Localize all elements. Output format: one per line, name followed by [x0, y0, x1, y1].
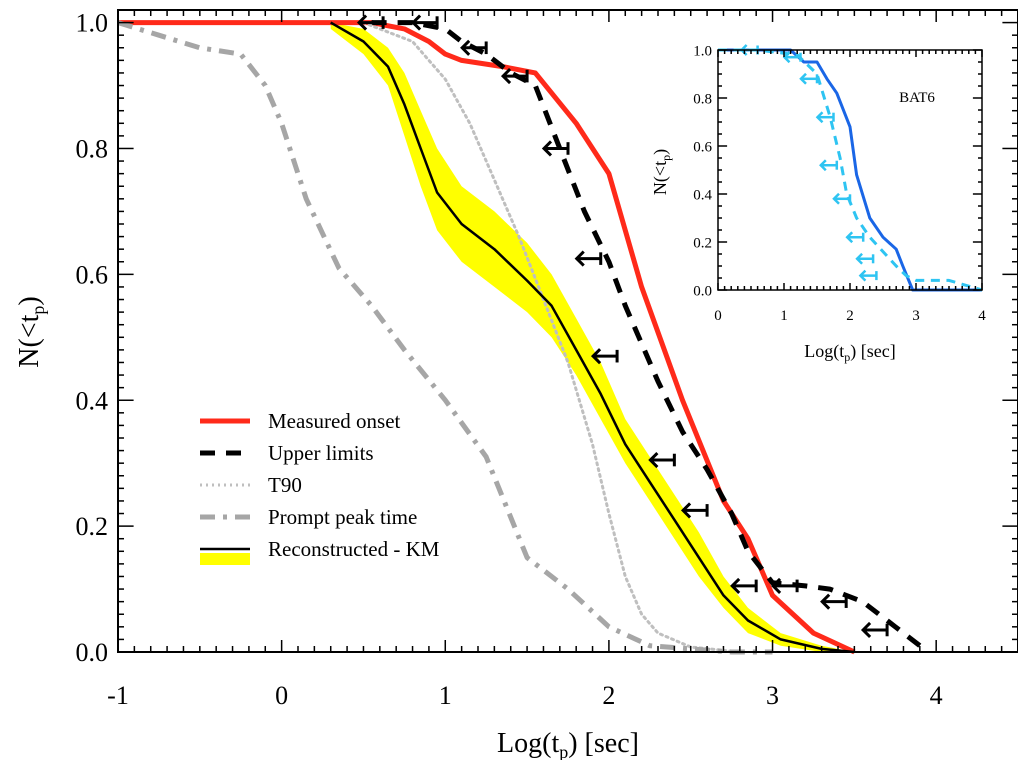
inset-series-1-line — [718, 48, 983, 292]
main-y-tick-label: 1.0 — [76, 9, 109, 38]
inset-x-axis-label: Log(tp) [sec] — [804, 341, 895, 364]
inset-chart: 0 1 2 3 4 0.0 0.2 0.4 0.6 0.8 1.0 BAT6 Log(tp) [se… — [650, 40, 990, 364]
main-upper-limit-marker — [356, 14, 385, 31]
main-upper-limit-marker — [820, 593, 848, 610]
inset-series-0-line — [718, 48, 982, 292]
legend-label-prompt-peak: Prompt peak time — [268, 505, 417, 529]
main-upper-limit-marker — [770, 577, 799, 594]
inset-upper-limit-marker — [858, 269, 878, 282]
main-series-2-line — [362, 21, 742, 654]
legend-label-km: Reconstructed - KM — [268, 537, 440, 561]
main-y-tick-label: 0.4 — [76, 386, 109, 415]
inset-x-tick-label: 2 — [846, 308, 854, 324]
main-upper-limit-marker — [730, 577, 758, 594]
main-upper-limit-marker — [574, 250, 603, 267]
x-axis-label: Log(tp) [sec] — [497, 728, 639, 760]
inset-ticks — [717, 49, 983, 291]
main-upper-limit-marker — [541, 140, 570, 157]
legend: Measured onset Upper limits T90 Prompt p… — [200, 409, 440, 565]
inset-y-tick-label: 0.4 — [693, 187, 712, 203]
inset-y-tick-label: 0.8 — [693, 91, 712, 107]
main-series-0-line — [118, 20, 856, 655]
legend-label-t90: T90 — [268, 473, 302, 497]
main-y-tick-label: 0.6 — [76, 260, 109, 289]
main-series-4-line — [330, 21, 855, 654]
inset-upper-limit-marker — [845, 231, 865, 244]
main-ticks — [117, 9, 1018, 653]
main-upper-limit-marker — [860, 621, 889, 639]
main-upper-limit-markers — [356, 14, 889, 639]
inset-title: BAT6 — [899, 90, 935, 106]
inset-background — [718, 40, 990, 340]
main-upper-limit-marker — [590, 348, 619, 365]
inset-upper-limit-marker — [799, 72, 819, 85]
inset-y-tick-label: 0.0 — [693, 283, 712, 299]
main-series-3-line — [117, 20, 773, 655]
main-x-tick-label: -1 — [107, 681, 129, 710]
legend-label-upper-limits: Upper limits — [268, 441, 374, 465]
inset-y-axis-label: N(<tp) — [650, 149, 673, 195]
inset-upper-limit-marker — [815, 111, 835, 124]
inset-y-tick-label: 1.0 — [693, 43, 712, 59]
inset-upper-limit-marker — [855, 252, 875, 265]
main-upper-limit-marker — [500, 68, 529, 85]
inset-x-tick-label: 0 — [714, 308, 722, 324]
inset-tick-labels: 0 1 2 3 4 0.0 0.2 0.4 0.6 0.8 1.0 — [693, 43, 986, 324]
inset-x-tick-label: 1 — [780, 308, 788, 324]
legend-km-band-swatch — [200, 553, 250, 565]
main-upper-limit-marker — [410, 14, 439, 31]
main-y-tick-label: 0.0 — [76, 638, 109, 667]
main-x-tick-label: 3 — [766, 681, 779, 710]
main-x-tick-label: 4 — [930, 681, 943, 710]
main-x-tick-label: 0 — [275, 681, 288, 710]
main-tick-labels: -1 0 1 2 3 4 0.0 0.2 0.4 0.6 0.8 1.0 — [76, 9, 943, 710]
inset-upper-limit-marker — [782, 51, 802, 64]
inset-series-layer — [718, 48, 983, 292]
main-y-tick-label: 0.8 — [76, 135, 109, 164]
main-x-tick-label: 1 — [439, 681, 452, 710]
main-upper-limit-marker — [460, 39, 488, 56]
inset-upper-limit-marker — [819, 159, 839, 172]
inset-x-tick-label: 4 — [978, 308, 986, 324]
main-y-tick-label: 0.2 — [76, 512, 109, 541]
main-upper-limit-marker — [648, 451, 676, 469]
main-upper-limit-marker — [680, 502, 709, 519]
main-x-tick-label: 2 — [602, 681, 615, 710]
y-axis-label: N(<tp) — [14, 296, 48, 367]
legend-label-measured-onset: Measured onset — [268, 409, 401, 433]
main-plot-frame — [117, 9, 1018, 653]
inset-x-tick-label: 3 — [912, 308, 920, 324]
inset-y-tick-label: 0.6 — [693, 139, 712, 155]
inset-upper-limit-marker — [832, 192, 852, 205]
inset-y-tick-label: 0.2 — [693, 235, 712, 251]
